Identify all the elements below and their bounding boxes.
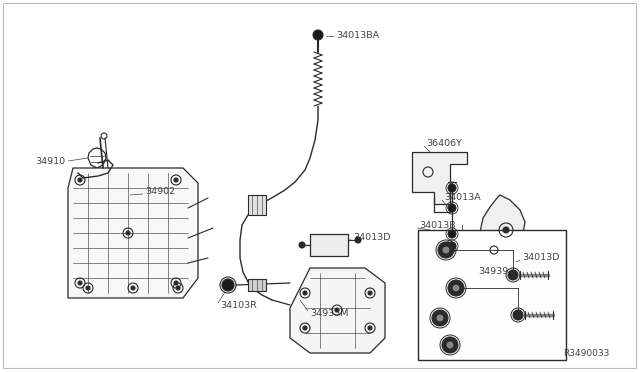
Circle shape <box>448 280 464 296</box>
Circle shape <box>126 231 130 235</box>
Circle shape <box>176 286 180 290</box>
Circle shape <box>78 178 82 182</box>
Circle shape <box>355 237 361 243</box>
Text: R3490033: R3490033 <box>564 349 610 358</box>
Circle shape <box>174 281 178 285</box>
Circle shape <box>436 314 444 322</box>
Bar <box>418 230 566 360</box>
Circle shape <box>303 326 307 330</box>
Circle shape <box>335 308 339 312</box>
Circle shape <box>448 184 456 192</box>
Text: 36406Y: 36406Y <box>426 140 462 148</box>
Text: 34910: 34910 <box>35 157 65 167</box>
Text: 34013BA: 34013BA <box>336 32 379 41</box>
Circle shape <box>299 242 305 248</box>
Circle shape <box>313 30 323 40</box>
Bar <box>310 234 348 256</box>
Circle shape <box>503 227 509 233</box>
Polygon shape <box>68 168 198 298</box>
Text: 34013B: 34013B <box>419 221 456 231</box>
Circle shape <box>368 291 372 295</box>
Circle shape <box>78 281 82 285</box>
Polygon shape <box>412 152 467 204</box>
Bar <box>248 195 266 215</box>
Circle shape <box>174 178 178 182</box>
Circle shape <box>448 230 456 238</box>
Polygon shape <box>480 195 525 260</box>
Text: 34935M: 34935M <box>310 308 348 317</box>
Circle shape <box>452 284 460 292</box>
Circle shape <box>86 286 90 290</box>
Text: 34939: 34939 <box>478 267 508 276</box>
Circle shape <box>222 279 234 291</box>
Circle shape <box>446 341 454 349</box>
Circle shape <box>438 242 454 258</box>
Text: 34103R: 34103R <box>220 301 257 310</box>
Circle shape <box>513 310 523 320</box>
Circle shape <box>442 246 450 254</box>
Circle shape <box>432 310 448 326</box>
Circle shape <box>442 337 458 353</box>
Text: 34902: 34902 <box>145 187 175 196</box>
Circle shape <box>448 204 456 212</box>
Circle shape <box>448 242 456 250</box>
Text: 34013D: 34013D <box>353 234 390 243</box>
Circle shape <box>508 270 518 280</box>
Circle shape <box>303 291 307 295</box>
Text: 34013D: 34013D <box>522 253 559 263</box>
Polygon shape <box>290 268 385 353</box>
Text: 34013A: 34013A <box>444 193 481 202</box>
Bar <box>248 279 266 291</box>
Circle shape <box>368 326 372 330</box>
Circle shape <box>131 286 135 290</box>
